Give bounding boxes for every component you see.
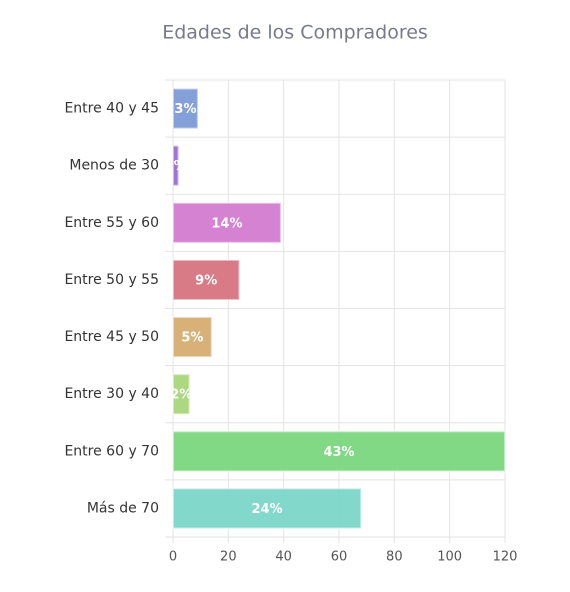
bar [172,316,213,359]
value-label: 43% [323,445,354,460]
y-tick-label: Entre 30 y 40 [64,386,159,402]
y-tick-label: Entre 55 y 60 [64,215,159,231]
y-tick-label: Menos de 30 [69,158,159,174]
y-tick-label: Entre 40 y 45 [64,101,159,117]
value-label: 2% [170,388,192,403]
x-tick-label: 0 [169,550,177,565]
y-tick-label: Más de 70 [87,500,159,516]
value-label: 9% [195,273,217,288]
x-tick-label: 100 [437,550,462,565]
value-label: 14% [211,216,242,231]
chart-title: Edades de los Compradores [162,22,428,44]
bar [172,144,180,187]
value-label: 24% [252,502,283,517]
y-tick-label: Entre 45 y 50 [64,329,159,345]
bar [172,373,191,416]
x-tick-label: 120 [493,550,518,565]
x-tick-label: 20 [220,550,237,565]
value-label: 3% [174,102,196,117]
x-tick-label: 60 [331,550,348,565]
bar [172,430,506,473]
y-tick-label: Entre 50 y 55 [64,272,159,288]
bar [172,201,282,244]
value-label: 1% [165,159,187,174]
y-tick-label: Entre 60 y 70 [64,443,159,459]
bar [172,87,199,130]
bar [172,487,363,530]
x-tick-label: 80 [386,550,403,565]
value-label: 5% [181,331,203,346]
bar [172,258,241,301]
x-tick-label: 40 [275,550,292,565]
